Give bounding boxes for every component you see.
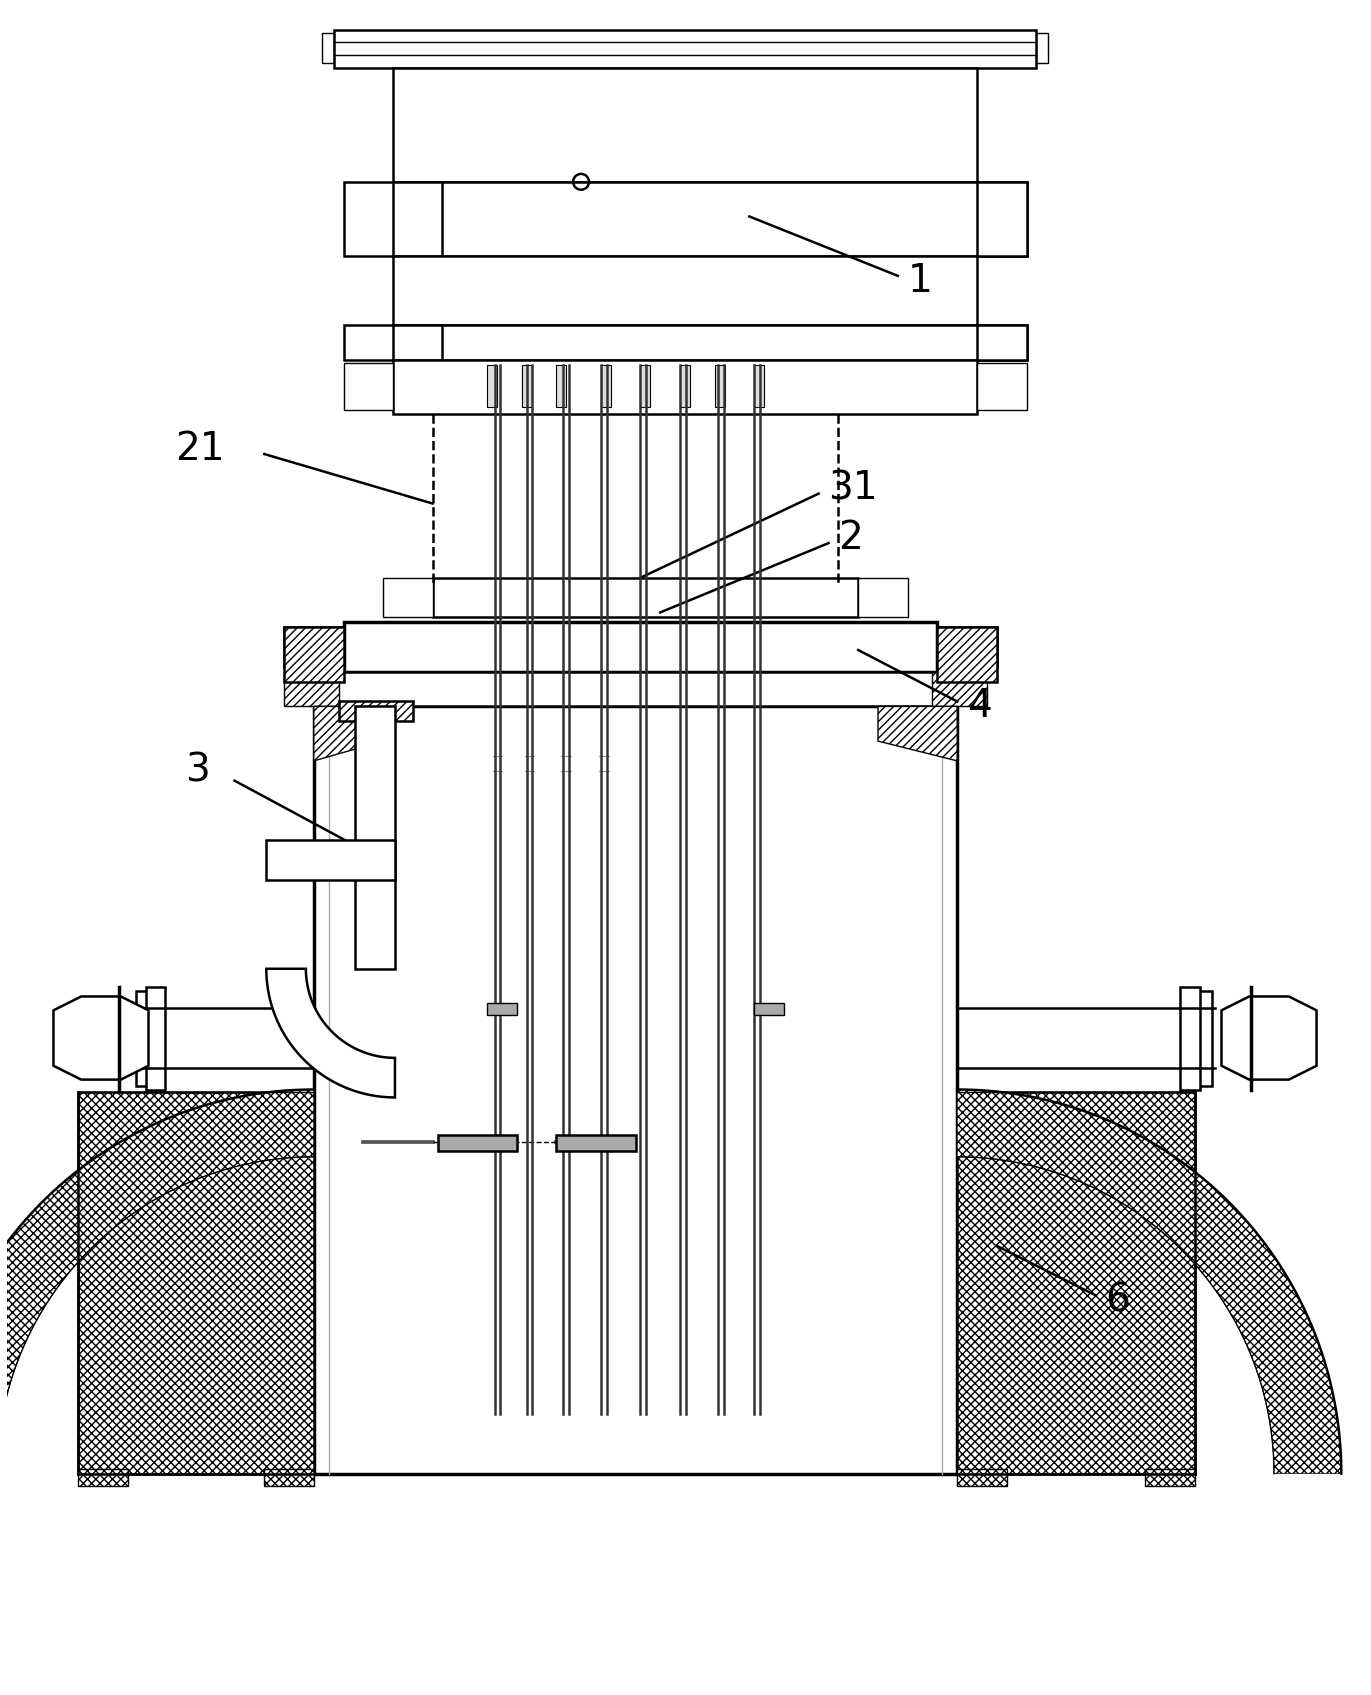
Bar: [344, 181, 1027, 256]
Bar: [433, 578, 858, 617]
Bar: [333, 31, 1036, 68]
Bar: [266, 841, 395, 880]
Bar: [957, 1468, 1006, 1487]
Bar: [978, 325, 1027, 359]
Bar: [487, 1003, 517, 1015]
Bar: [393, 256, 978, 325]
Bar: [680, 364, 690, 407]
Polygon shape: [1222, 997, 1316, 1080]
Bar: [714, 364, 725, 407]
Text: 21: 21: [175, 431, 225, 468]
Polygon shape: [877, 707, 957, 761]
Bar: [355, 707, 395, 970]
Text: 31: 31: [828, 470, 879, 508]
Polygon shape: [314, 707, 383, 761]
Bar: [487, 364, 496, 407]
Text: 1: 1: [908, 261, 932, 300]
Bar: [265, 1468, 314, 1487]
Bar: [557, 1136, 636, 1151]
Text: 3: 3: [185, 753, 210, 790]
Bar: [136, 990, 158, 1085]
Bar: [339, 702, 413, 722]
Bar: [344, 363, 393, 410]
Bar: [938, 627, 997, 666]
Text: 4: 4: [967, 688, 991, 725]
Bar: [78, 1468, 128, 1487]
Polygon shape: [0, 1090, 314, 1473]
Bar: [437, 1136, 517, 1151]
Bar: [383, 578, 433, 617]
Bar: [145, 986, 166, 1090]
Bar: [978, 181, 1027, 256]
Bar: [754, 364, 764, 407]
Polygon shape: [53, 997, 148, 1080]
Bar: [600, 364, 610, 407]
Bar: [1036, 34, 1049, 63]
Bar: [284, 627, 344, 666]
Bar: [522, 364, 532, 407]
Bar: [932, 671, 987, 707]
Bar: [393, 181, 443, 256]
Text: 2: 2: [839, 519, 864, 558]
Bar: [78, 1093, 314, 1473]
Bar: [938, 627, 997, 681]
Bar: [902, 707, 957, 741]
Bar: [393, 359, 978, 415]
Bar: [314, 707, 957, 1473]
Bar: [314, 707, 369, 741]
Bar: [978, 363, 1027, 410]
Bar: [393, 325, 443, 359]
Bar: [333, 671, 947, 707]
Polygon shape: [266, 970, 395, 1097]
Bar: [284, 627, 344, 681]
Bar: [284, 671, 339, 707]
Bar: [1145, 1468, 1194, 1487]
Bar: [1190, 990, 1212, 1085]
Bar: [344, 325, 1027, 359]
Bar: [957, 1093, 1194, 1473]
Bar: [322, 34, 333, 63]
Bar: [1180, 986, 1200, 1090]
Bar: [393, 68, 978, 181]
Text: 6: 6: [1105, 1281, 1131, 1319]
Bar: [754, 1003, 784, 1015]
Bar: [344, 622, 938, 671]
Bar: [858, 578, 908, 617]
Bar: [557, 364, 566, 407]
Bar: [640, 364, 650, 407]
Polygon shape: [957, 1090, 1341, 1473]
